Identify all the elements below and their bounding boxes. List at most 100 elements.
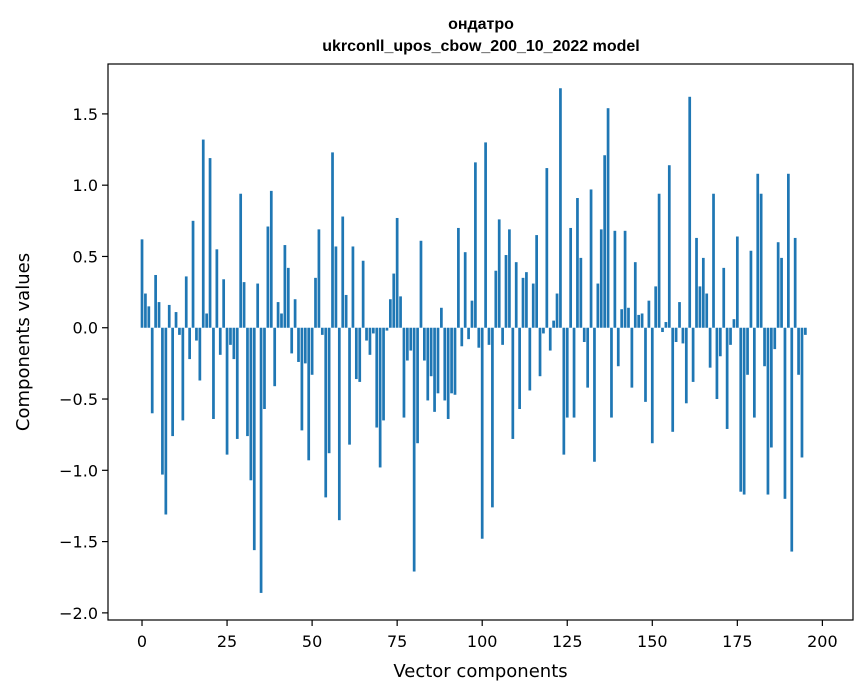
bar-series bbox=[140, 88, 807, 593]
bar bbox=[263, 327, 266, 409]
bar bbox=[198, 327, 202, 381]
x-tick-label: 50 bbox=[302, 632, 322, 651]
bar bbox=[545, 168, 549, 328]
bar bbox=[579, 257, 583, 328]
bar bbox=[368, 327, 372, 355]
bar bbox=[742, 327, 746, 495]
bar bbox=[246, 327, 249, 437]
bar bbox=[334, 246, 338, 328]
bar bbox=[433, 327, 436, 412]
bar bbox=[337, 327, 341, 521]
bar bbox=[154, 274, 157, 328]
bar bbox=[351, 246, 355, 328]
bar bbox=[494, 270, 498, 328]
bar bbox=[562, 327, 566, 455]
bar bbox=[681, 327, 685, 344]
bar bbox=[457, 227, 460, 328]
bar bbox=[314, 277, 317, 328]
bar bbox=[235, 327, 239, 439]
bar bbox=[242, 282, 246, 328]
bar bbox=[205, 313, 209, 328]
bar bbox=[201, 139, 205, 328]
bar bbox=[184, 276, 188, 328]
bar bbox=[256, 283, 260, 328]
bar bbox=[678, 302, 681, 328]
bar bbox=[140, 239, 144, 328]
bar bbox=[783, 327, 787, 499]
bar bbox=[412, 327, 416, 572]
x-tick-label: 25 bbox=[217, 632, 237, 651]
bar bbox=[528, 327, 532, 391]
bar bbox=[406, 327, 409, 361]
bar bbox=[297, 327, 300, 362]
bar bbox=[722, 267, 726, 328]
bar bbox=[474, 162, 477, 328]
bar bbox=[637, 314, 641, 328]
bar bbox=[286, 267, 290, 328]
bar bbox=[623, 230, 627, 328]
bar bbox=[620, 309, 624, 328]
bar bbox=[701, 257, 705, 328]
x-tick-label: 200 bbox=[807, 632, 838, 651]
bar bbox=[633, 262, 637, 328]
bar bbox=[691, 327, 695, 382]
y-tick-label: −2.0 bbox=[59, 604, 98, 623]
y-tick-label: 1.5 bbox=[73, 105, 98, 124]
bar bbox=[756, 173, 760, 328]
x-tick-label: 0 bbox=[137, 632, 147, 651]
bar bbox=[732, 319, 736, 328]
bar bbox=[705, 293, 709, 328]
bar bbox=[508, 229, 511, 328]
bar bbox=[395, 217, 399, 328]
bar bbox=[657, 193, 661, 328]
bar bbox=[232, 327, 236, 360]
bar bbox=[440, 307, 443, 328]
bar bbox=[324, 327, 328, 498]
bar bbox=[477, 327, 481, 348]
bar bbox=[671, 327, 675, 432]
bar bbox=[283, 245, 287, 328]
bar bbox=[409, 327, 413, 351]
chart-title-line-1: ондатро bbox=[448, 16, 514, 33]
bar bbox=[735, 236, 739, 328]
bar bbox=[797, 327, 800, 375]
bar bbox=[548, 327, 552, 351]
bar bbox=[215, 249, 219, 328]
bar bbox=[606, 108, 610, 328]
bar bbox=[171, 327, 174, 437]
bar bbox=[589, 189, 593, 328]
bar bbox=[484, 142, 487, 328]
bar bbox=[749, 250, 753, 328]
bar bbox=[354, 327, 358, 380]
bar bbox=[249, 327, 253, 481]
bar bbox=[178, 327, 181, 335]
bar bbox=[603, 155, 607, 328]
bar bbox=[667, 165, 671, 328]
bar bbox=[399, 296, 402, 328]
bar bbox=[218, 327, 222, 355]
bar bbox=[565, 327, 569, 418]
bar bbox=[310, 327, 314, 375]
x-tick-label: 100 bbox=[467, 632, 498, 651]
bar bbox=[776, 242, 780, 328]
bar bbox=[436, 327, 440, 394]
bar bbox=[450, 327, 453, 394]
bar bbox=[423, 327, 426, 361]
bar bbox=[752, 327, 756, 418]
bar bbox=[276, 302, 280, 328]
bar bbox=[348, 327, 351, 445]
bar bbox=[174, 312, 178, 328]
bar bbox=[773, 327, 777, 350]
bar bbox=[644, 327, 647, 402]
bar bbox=[804, 327, 807, 335]
bar bbox=[800, 327, 804, 458]
bar bbox=[535, 235, 538, 328]
bar bbox=[361, 260, 365, 328]
bar bbox=[388, 299, 392, 328]
bar bbox=[525, 272, 528, 328]
bar bbox=[497, 219, 501, 328]
bar bbox=[599, 229, 603, 328]
bar bbox=[426, 327, 430, 401]
bar bbox=[167, 304, 171, 328]
bar bbox=[147, 306, 151, 328]
